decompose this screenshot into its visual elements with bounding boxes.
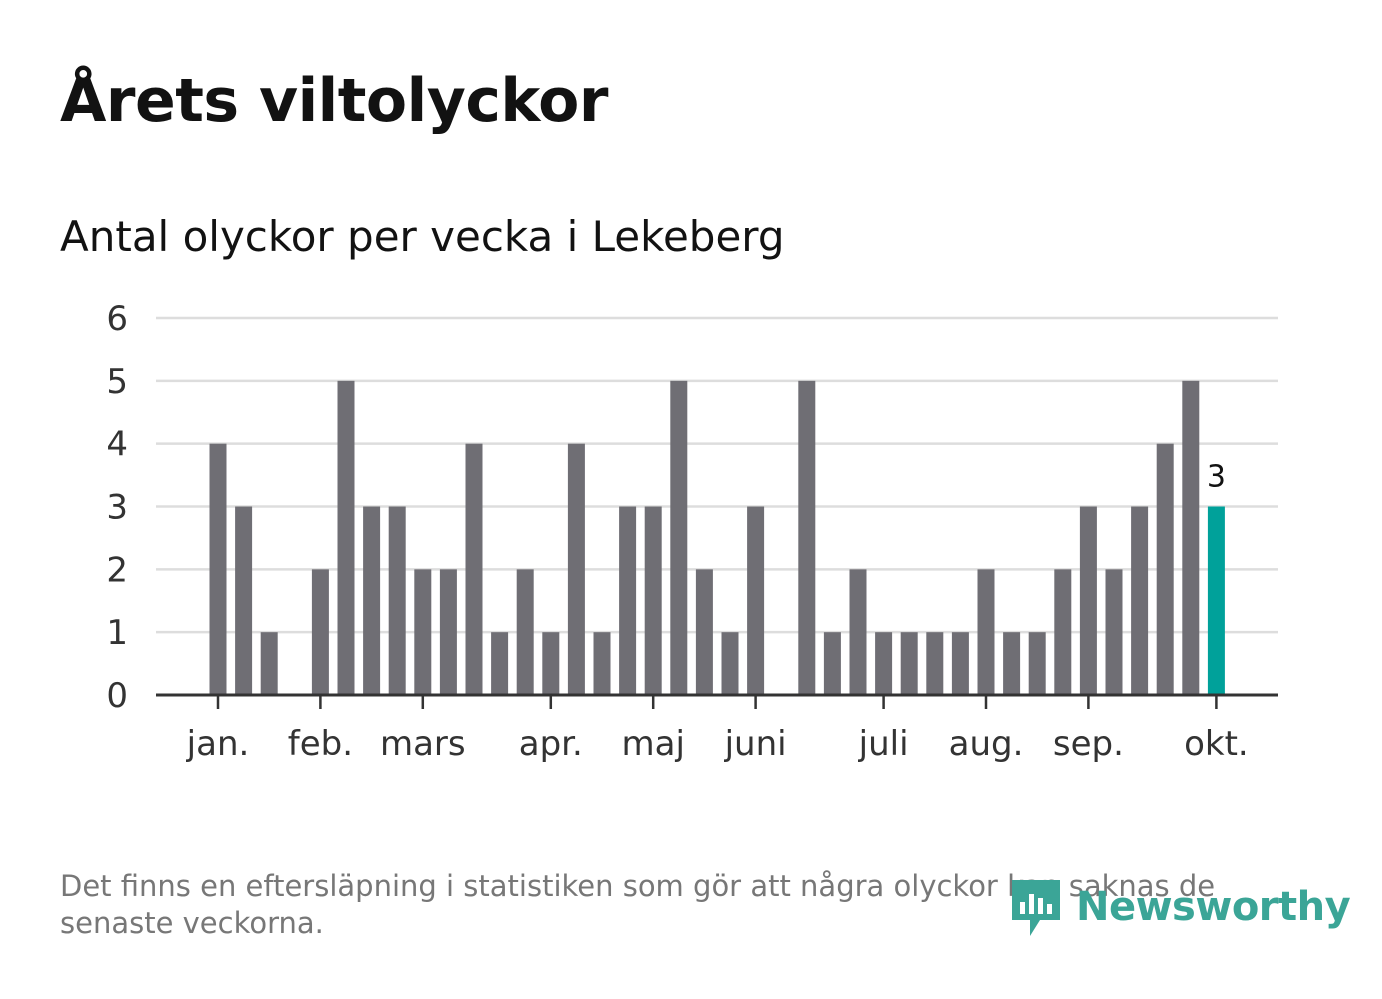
newsworthy-logo-icon <box>1012 880 1060 936</box>
bar <box>1131 506 1149 695</box>
y-tick-label: 3 <box>106 488 128 528</box>
x-tick-label: feb. <box>288 724 353 764</box>
y-tick-label: 2 <box>106 550 128 590</box>
bar <box>235 506 253 695</box>
bar <box>465 443 483 695</box>
bar <box>900 632 918 695</box>
bar <box>542 632 560 695</box>
x-tick-label: apr. <box>519 724 583 764</box>
bar <box>1028 632 1046 695</box>
bar <box>516 569 534 695</box>
chart-title: Årets viltolyckor <box>60 66 609 136</box>
bar <box>491 632 509 695</box>
x-tick-label: sep. <box>1053 724 1124 764</box>
x-tick-label: okt. <box>1184 724 1249 764</box>
bar <box>798 380 816 695</box>
bar <box>414 569 432 695</box>
highlight-value-label: 3 <box>1207 460 1226 495</box>
newsworthy-logo-text: Newsworthy <box>1076 884 1351 930</box>
y-tick-label: 5 <box>106 362 128 402</box>
bar <box>388 506 406 695</box>
x-axis-ticks: jan. feb. mars apr. maj juni juli aug. sep. okt. <box>186 695 1249 764</box>
x-tick-label: jan. <box>186 724 250 764</box>
bar <box>721 632 739 695</box>
y-tick-label: 1 <box>106 613 128 653</box>
x-tick-label: aug. <box>949 724 1024 764</box>
bar <box>311 569 329 695</box>
bar <box>670 380 688 695</box>
bar-highlight <box>1207 506 1225 695</box>
x-tick-label: mars <box>380 724 466 764</box>
bar <box>439 569 457 695</box>
bar <box>567 443 585 695</box>
y-tick-label: 4 <box>106 425 128 465</box>
y-tick-label: 0 <box>106 676 128 716</box>
bar <box>747 506 765 695</box>
bar <box>209 443 227 695</box>
bar <box>951 632 969 695</box>
bars <box>209 380 1225 695</box>
bar <box>977 569 995 695</box>
data-labels: 3 <box>1207 460 1226 495</box>
newsworthy-logo: Newsworthy <box>1010 876 1351 938</box>
bar <box>1003 632 1021 695</box>
x-tick-label: maj <box>621 724 684 764</box>
x-tick-label: juni <box>724 724 787 764</box>
bar <box>823 632 841 695</box>
bar <box>695 569 713 695</box>
bar <box>260 632 278 695</box>
chart-subtitle: Antal olyckor per vecka i Lekeberg <box>60 212 785 261</box>
y-axis-ticks: 0 1 2 3 4 5 6 <box>106 299 128 716</box>
bar <box>593 632 611 695</box>
bar <box>644 506 662 695</box>
y-tick-label: 6 <box>106 299 128 339</box>
x-tick-label: juli <box>858 724 909 764</box>
bar <box>875 632 893 695</box>
bar <box>849 569 867 695</box>
bar <box>1079 506 1097 695</box>
bar <box>926 632 944 695</box>
bar <box>337 380 355 695</box>
bar <box>363 506 381 695</box>
bar <box>1105 569 1123 695</box>
bar <box>619 506 637 695</box>
bar <box>1054 569 1072 695</box>
bar <box>1182 380 1200 695</box>
bar <box>1156 443 1174 695</box>
